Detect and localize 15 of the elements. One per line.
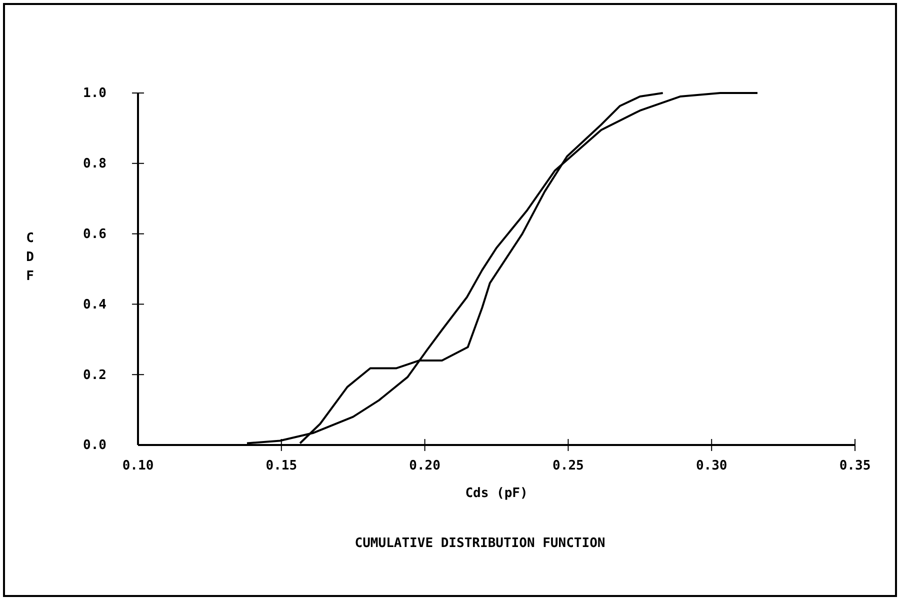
y-tick-label: 0.4 (83, 297, 107, 312)
x-tick-label: 0.20 (409, 458, 441, 474)
x-tick-label: 0.25 (552, 458, 584, 474)
y-axis-title: CDF (26, 231, 34, 284)
y-tick-label: 0.2 (83, 368, 106, 383)
x-axis-title: Cds (pF) (465, 486, 528, 501)
x-tick-label: 0.15 (266, 458, 298, 474)
y-tick-label: 0.6 (83, 226, 107, 242)
x-tick-label: 0.35 (839, 458, 871, 474)
x-tick-label: 0.10 (122, 458, 154, 474)
y-tick-label: 0.8 (83, 156, 107, 172)
text: CUMULATIVE DISTRIBUTION FUNCTION (354, 536, 606, 551)
y-tick-label: 0.0 (83, 438, 107, 454)
x-tick-label: 0.30 (696, 458, 728, 474)
y-tick-label: 1.0 (83, 86, 107, 102)
